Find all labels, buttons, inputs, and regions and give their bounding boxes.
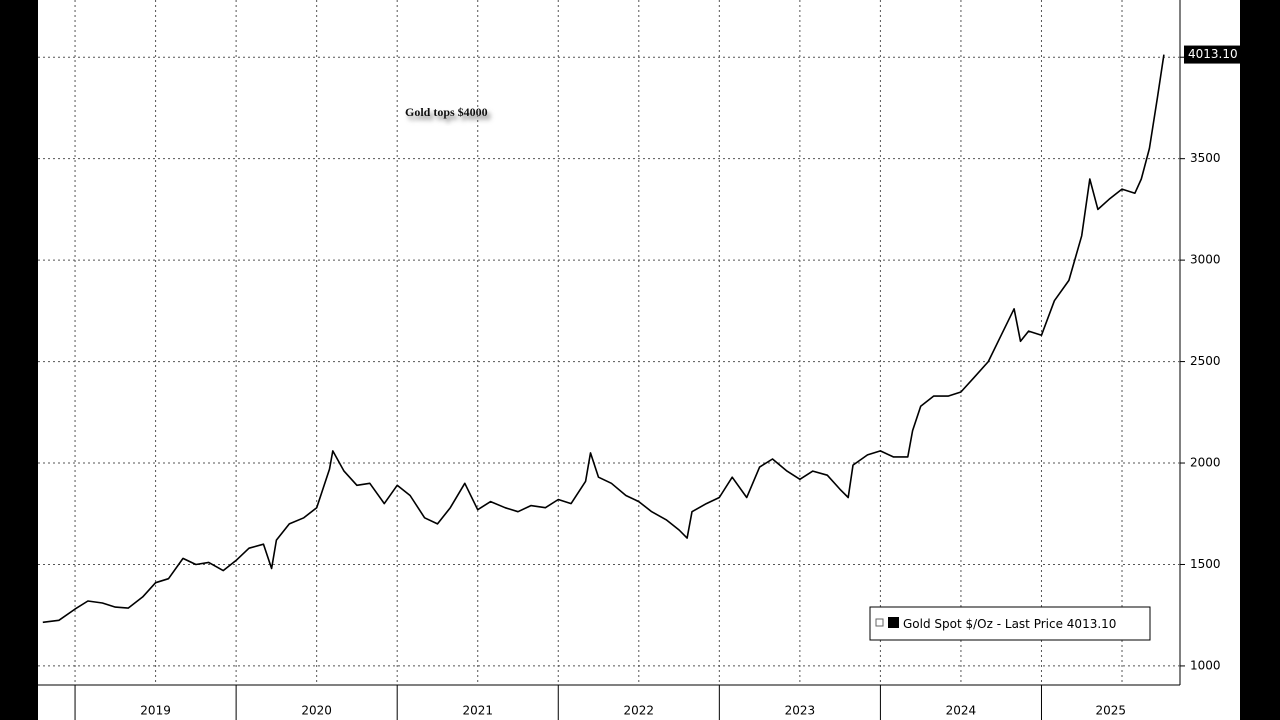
x-tick-label: 2021 [462, 704, 493, 718]
x-tick-label: 2024 [946, 704, 977, 718]
plot-area [38, 0, 1180, 685]
annotation: Gold tops $4000 [405, 105, 488, 119]
y-tick-label: 3000 [1190, 253, 1221, 267]
price-line [42, 54, 1165, 624]
x-axis-area [38, 685, 1180, 720]
y-tick-label: 1500 [1190, 557, 1221, 571]
legend: Gold Spot $/Oz - Last Price 4013.10 [869, 606, 1151, 641]
legend-toggle[interactable] [875, 618, 884, 627]
y-tick-label: 3500 [1190, 151, 1221, 165]
x-tick-label: 2022 [624, 704, 655, 718]
legend-box [869, 606, 1151, 641]
x-tick-label: 2019 [140, 704, 171, 718]
legend-label: Gold Spot $/Oz - Last Price 4013.10 [903, 617, 1116, 631]
legend-name: Gold Spot $/Oz - Last Price [903, 617, 1063, 631]
last-price-label: 4013.10 [1188, 47, 1238, 61]
x-tick-label: 2020 [301, 704, 332, 718]
y-tick-label: 1000 [1190, 658, 1221, 672]
x-tick-label: 2023 [785, 704, 816, 718]
y-axis-area [1180, 0, 1240, 720]
legend-last-price: 4013.10 [1067, 617, 1117, 631]
y-tick-label: 2000 [1190, 456, 1221, 470]
x-tick-label: 2025 [1095, 704, 1126, 718]
y-tick-label: 2500 [1190, 354, 1221, 368]
last-price-tag [1184, 45, 1242, 64]
legend-swatch [888, 617, 899, 628]
